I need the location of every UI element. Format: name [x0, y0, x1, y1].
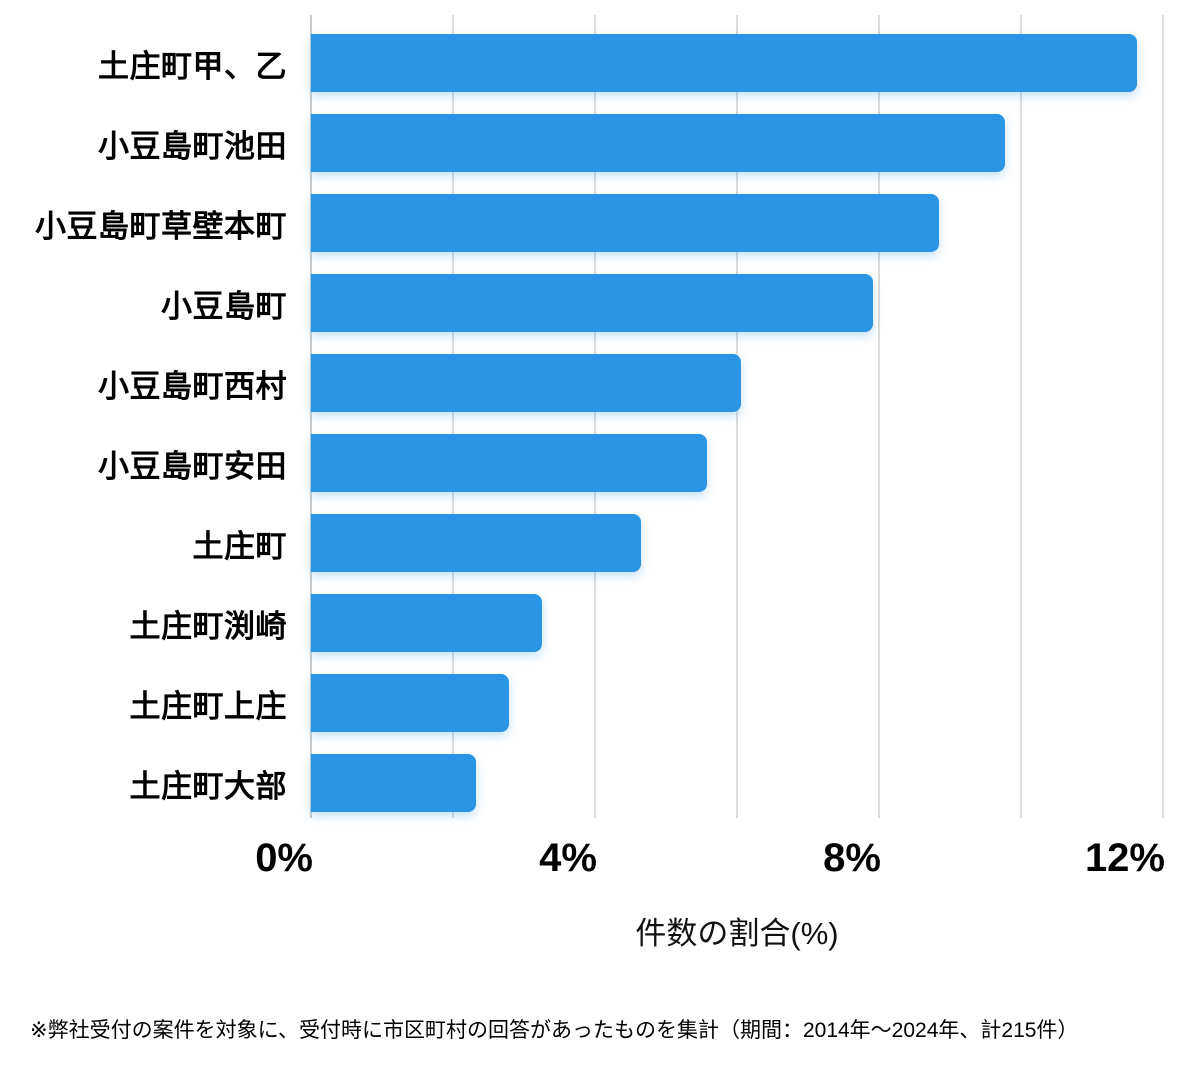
- category-label: 土庄町渕崎: [129, 608, 287, 644]
- bar-row: 小豆島町安田: [0, 423, 1163, 503]
- x-tick-label: 0%: [255, 836, 313, 880]
- bar: [311, 274, 873, 332]
- bar-track: [311, 274, 1163, 332]
- category-label: 小豆島町: [161, 288, 287, 324]
- bar-track: [311, 754, 1163, 812]
- category-label: 小豆島町池田: [98, 128, 287, 164]
- bar: [311, 354, 741, 412]
- bar-row: 土庄町: [0, 503, 1163, 583]
- x-tick-label: 4%: [539, 836, 597, 880]
- category-label: 土庄町上庄: [129, 688, 287, 724]
- bar: [311, 434, 708, 492]
- bar: [311, 754, 477, 812]
- bar-row: 土庄町上庄: [0, 663, 1163, 743]
- bar-row: 土庄町大部: [0, 743, 1163, 823]
- bar-row: 小豆島町西村: [0, 343, 1163, 423]
- bar-track: [311, 674, 1163, 732]
- category-label: 土庄町: [192, 528, 287, 564]
- category-label: 小豆島町西村: [98, 368, 287, 404]
- bar-row: 小豆島町: [0, 263, 1163, 343]
- bar: [311, 514, 642, 572]
- bar-row: 小豆島町草壁本町: [0, 183, 1163, 263]
- category-label: 土庄町甲、乙: [98, 48, 287, 84]
- bar-track: [311, 434, 1163, 492]
- x-tick-label: 8%: [823, 836, 881, 880]
- category-label: 小豆島町草壁本町: [35, 208, 287, 244]
- category-label: 小豆島町安田: [98, 448, 287, 484]
- bar: [311, 594, 543, 652]
- bar-track: [311, 114, 1163, 172]
- x-axis: 0% 4% 8% 12%: [255, 836, 1165, 888]
- bar: [311, 194, 939, 252]
- footnote: ※弊社受付の案件を対象に、受付時に市区町村の回答があったものを集計（期間：201…: [30, 1019, 1079, 1042]
- bar-track: [311, 354, 1163, 412]
- bar: [311, 34, 1137, 92]
- bar: [311, 114, 1005, 172]
- bar-track: [311, 194, 1163, 252]
- x-tick-label: 12%: [1084, 836, 1165, 880]
- bar-row: 小豆島町池田: [0, 103, 1163, 183]
- bar-track: [311, 34, 1163, 92]
- x-axis-title: 件数の割合(%): [635, 916, 839, 951]
- bar-rows: 土庄町甲、乙 小豆島町池田 小豆島町草壁本町 小豆島町 小豆島町西村 小豆島町安…: [0, 23, 1163, 823]
- bar-row: 土庄町甲、乙: [0, 23, 1163, 103]
- bar: [311, 674, 510, 732]
- category-label: 土庄町大部: [129, 768, 287, 804]
- bar-track: [311, 514, 1163, 572]
- bar-track: [311, 594, 1163, 652]
- bar-row: 土庄町渕崎: [0, 583, 1163, 663]
